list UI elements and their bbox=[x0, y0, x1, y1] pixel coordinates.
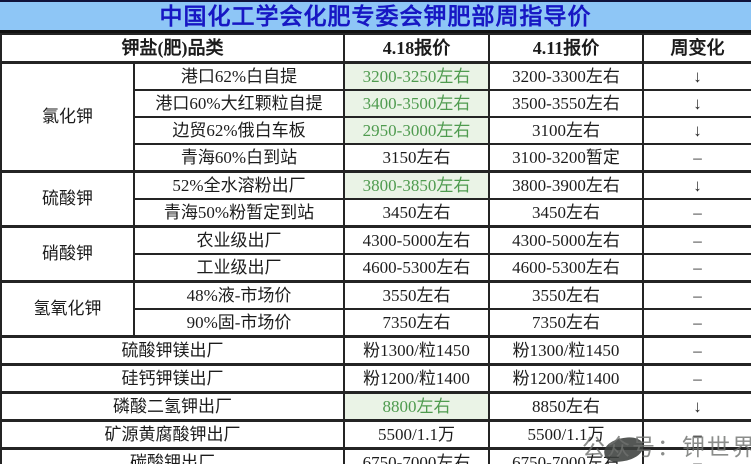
table-row: 硅钙钾镁出厂 粉1200/粒1400 粉1200/粒1400 – bbox=[0, 363, 751, 394]
change-cell: – bbox=[642, 335, 751, 366]
change-cell: – bbox=[642, 280, 751, 310]
item-cell: 碳酸钾出厂 bbox=[0, 447, 345, 464]
item-cell: 硫酸钾镁出厂 bbox=[0, 335, 345, 366]
table-row: 氯化钾 港口62%白自提 3200-3250左右 3200-3300左右 ↓ bbox=[0, 61, 751, 173]
category-cell: 硫酸钾 bbox=[0, 170, 135, 228]
item-cell: 52%全水溶粉出厂 bbox=[133, 170, 345, 200]
item-cell: 青海50%粉暂定到站 bbox=[133, 198, 345, 228]
price-0418-cell: 3150左右 bbox=[343, 143, 490, 173]
column-header-weekly-change: 周变化 bbox=[642, 33, 751, 64]
price-0418-cell: 5500/1.1万 bbox=[343, 419, 490, 450]
item-cell: 90%固-市场价 bbox=[133, 308, 345, 338]
change-cell: – bbox=[642, 419, 751, 450]
change-cell: – bbox=[642, 253, 751, 283]
change-cell: ↓ bbox=[642, 89, 751, 118]
potash-price-table: 钾盐(肥)品类 4.18报价 4.11报价 周变化 氯化钾 港口62%白自提 3… bbox=[0, 33, 751, 464]
price-0418-cell: 8800左右 bbox=[343, 391, 490, 422]
change-cell: ↓ bbox=[642, 116, 751, 145]
price-0418-cell: 4600-5300左右 bbox=[343, 253, 490, 283]
column-header-price-0411: 4.11报价 bbox=[488, 33, 644, 64]
item-cell: 边贸62%俄白车板 bbox=[133, 116, 345, 145]
price-0418-cell: 6750-7000左右 bbox=[343, 447, 490, 464]
table-row: 青海50%粉暂定到站 3450左右 3450左右 – bbox=[1, 198, 751, 228]
table-row: 港口60%大红颗粒自提 3400-3500左右 3500-3550左右 ↓ bbox=[1, 89, 751, 118]
item-cell: 港口62%白自提 bbox=[133, 61, 345, 91]
change-cell: ↓ bbox=[642, 170, 751, 200]
item-cell: 矿源黄腐酸钾出厂 bbox=[0, 419, 345, 450]
item-cell: 农业级出厂 bbox=[133, 225, 345, 255]
price-0418-cell: 3400-3500左右 bbox=[343, 89, 490, 118]
category-cell: 氯化钾 bbox=[0, 61, 135, 173]
price-0411-cell: 3800-3900左右 bbox=[488, 170, 644, 200]
price-0411-cell: 3500-3550左右 bbox=[488, 89, 644, 118]
change-cell: – bbox=[642, 308, 751, 338]
price-0411-cell: 3100-3200暂定 bbox=[488, 143, 644, 173]
item-cell: 港口60%大红颗粒自提 bbox=[133, 89, 345, 118]
change-cell: – bbox=[642, 447, 751, 464]
item-cell: 青海60%白到站 bbox=[133, 143, 345, 173]
price-0418-cell: 7350左右 bbox=[343, 308, 490, 338]
price-0411-cell: 4300-5000左右 bbox=[488, 225, 644, 255]
page-title: 中国化工学会化肥专委会钾肥部周指导价 bbox=[159, 3, 592, 29]
price-0418-cell: 粉1300/粒1450 bbox=[343, 335, 490, 366]
price-0411-cell: 4600-5300左右 bbox=[488, 253, 644, 283]
item-cell: 48%液-市场价 bbox=[133, 280, 345, 310]
category-cell: 氢氧化钾 bbox=[0, 280, 135, 338]
table-row: 硝酸钾 农业级出厂 4300-5000左右 4300-5000左右 – bbox=[0, 225, 751, 283]
change-cell: – bbox=[642, 363, 751, 394]
title-bar: 中国化工学会化肥专委会钾肥部周指导价 bbox=[0, 0, 751, 33]
change-cell: ↓ bbox=[642, 391, 751, 422]
price-0418-cell: 3450左右 bbox=[343, 198, 490, 228]
price-0411-cell: 3550左右 bbox=[488, 280, 644, 310]
table-row: 硫酸钾镁出厂 粉1300/粒1450 粉1300/粒1450 – bbox=[0, 335, 751, 366]
price-0418-cell: 3200-3250左右 bbox=[343, 61, 490, 91]
column-header-price-0418: 4.18报价 bbox=[343, 33, 490, 64]
change-cell: – bbox=[642, 143, 751, 173]
table-row: 矿源黄腐酸钾出厂 5500/1.1万 5500/1.1万 – bbox=[0, 419, 751, 450]
item-cell: 硅钙钾镁出厂 bbox=[0, 363, 345, 394]
price-0418-cell: 3550左右 bbox=[343, 280, 490, 310]
price-0418-cell: 粉1200/粒1400 bbox=[343, 363, 490, 394]
table-row: 硫酸钾 52%全水溶粉出厂 3800-3850左右 3800-3900左右 ↓ bbox=[0, 170, 751, 228]
price-0418-cell: 3800-3850左右 bbox=[343, 170, 490, 200]
price-0411-cell: 5500/1.1万 bbox=[488, 419, 644, 450]
price-0411-cell: 粉1300/粒1450 bbox=[488, 335, 644, 366]
change-cell: ↓ bbox=[642, 61, 751, 91]
table-row: 碳酸钾出厂 6750-7000左右 6750-7000左右 – bbox=[0, 447, 751, 464]
price-0418-cell: 2950-3000左右 bbox=[343, 116, 490, 145]
table-row: 氢氧化钾 48%液-市场价 3550左右 3550左右 – bbox=[0, 280, 751, 338]
price-0411-cell: 7350左右 bbox=[488, 308, 644, 338]
item-cell: 工业级出厂 bbox=[133, 253, 345, 283]
price-0411-cell: 3450左右 bbox=[488, 198, 644, 228]
change-cell: – bbox=[642, 198, 751, 228]
price-0411-cell: 3200-3300左右 bbox=[488, 61, 644, 91]
price-0411-cell: 8850左右 bbox=[488, 391, 644, 422]
price-0411-cell: 粉1200/粒1400 bbox=[488, 363, 644, 394]
item-cell: 磷酸二氢钾出厂 bbox=[0, 391, 345, 422]
table-row: 磷酸二氢钾出厂 8800左右 8850左右 ↓ bbox=[0, 391, 751, 422]
column-header-category: 钾盐(肥)品类 bbox=[0, 33, 345, 64]
category-cell: 硝酸钾 bbox=[0, 225, 135, 283]
table-header-row: 钾盐(肥)品类 4.18报价 4.11报价 周变化 bbox=[0, 33, 751, 64]
price-0411-cell: 3100左右 bbox=[488, 116, 644, 145]
price-0418-cell: 4300-5000左右 bbox=[343, 225, 490, 255]
table-row: 边贸62%俄白车板 2950-3000左右 3100左右 ↓ bbox=[1, 116, 751, 145]
price-0411-cell: 6750-7000左右 bbox=[488, 447, 644, 464]
change-cell: – bbox=[642, 225, 751, 255]
